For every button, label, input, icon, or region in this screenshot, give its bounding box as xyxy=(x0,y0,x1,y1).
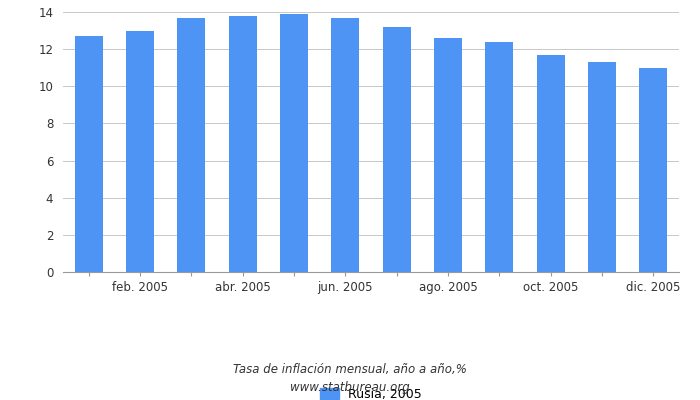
Bar xyxy=(639,68,667,272)
Bar xyxy=(485,42,513,272)
Bar xyxy=(588,62,616,272)
Bar xyxy=(228,16,257,272)
Bar xyxy=(382,27,411,272)
Bar xyxy=(280,14,308,272)
Legend: Rusia, 2005: Rusia, 2005 xyxy=(320,388,422,400)
Bar xyxy=(434,38,462,272)
Text: www.statbureau.org: www.statbureau.org xyxy=(290,382,410,394)
Bar xyxy=(126,30,154,272)
Bar xyxy=(177,18,206,272)
Bar xyxy=(74,36,103,272)
Text: Tasa de inflación mensual, año a año,%: Tasa de inflación mensual, año a año,% xyxy=(233,364,467,376)
Bar xyxy=(331,18,360,272)
Bar xyxy=(536,55,565,272)
